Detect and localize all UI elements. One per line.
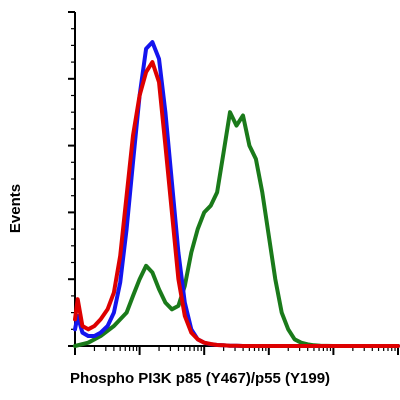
x-axis-label: Phospho PI3K p85 (Y467)/p55 (Y199) bbox=[69, 370, 331, 387]
histogram-trace-2 bbox=[73, 40, 400, 348]
histogram-trace-3 bbox=[73, 110, 400, 348]
histogram-trace-1 bbox=[73, 60, 400, 348]
traces bbox=[73, 40, 400, 348]
